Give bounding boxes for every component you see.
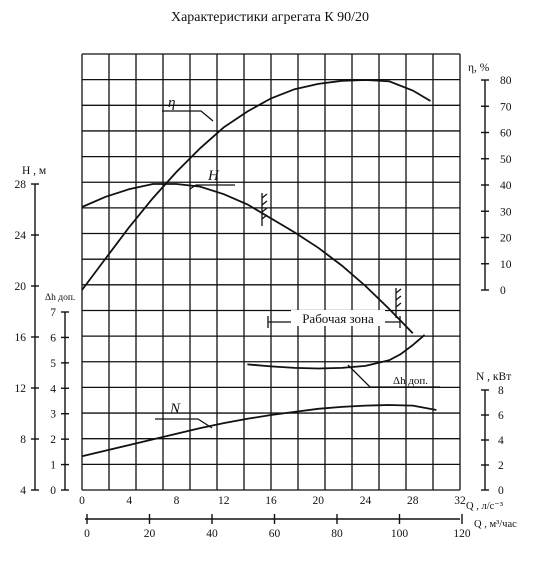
chart-title: Характеристики агрегата К 90/20 [171, 10, 369, 25]
n-axis-label: N , кВт [476, 371, 511, 383]
q-m3h-tick-label: 60 [269, 528, 281, 540]
n-tick-label: 2 [498, 460, 504, 472]
q-m3h-tick-label: 20 [144, 528, 156, 540]
q-m3h-tick-label: 120 [453, 528, 471, 540]
q-ls-tick-label: 32 [454, 495, 466, 507]
working-zone-hatch-right [395, 288, 402, 318]
h-leader-line [189, 184, 235, 190]
q-ls-tick-label: 16 [265, 495, 277, 507]
n-curve [81, 404, 437, 458]
dh-tick-label: 3 [50, 409, 56, 421]
eta-tick-label: 10 [500, 259, 512, 271]
n-curve-label-group: N [155, 401, 213, 429]
q-m3h-tick-label: 0 [84, 528, 90, 540]
dh-tick-label: 0 [50, 485, 56, 497]
h-tick-label: 24 [15, 230, 27, 242]
eta-tick-label: 30 [500, 206, 512, 218]
eta-tick-label: 80 [500, 75, 512, 87]
h-tick-label: 12 [15, 383, 27, 395]
h-axis-label: Н , м [22, 165, 47, 177]
q-m3h-axis-label: Q , м³/час [474, 519, 517, 530]
working-zone-label-bg [291, 310, 385, 326]
q-ls-tick-label: 8 [174, 495, 180, 507]
eta-curve-label-group: η [162, 95, 214, 122]
tick-labels: 0 4 8 12 16 20 24 28 320 20 40 60 80 100 1204812162024… [15, 75, 512, 540]
eta-tick-label: 40 [500, 180, 512, 192]
dh-leader-line [347, 364, 440, 388]
eta-curve [81, 79, 431, 291]
dh-axis-label: Δh доп. [45, 293, 75, 303]
dh-tick-label: 5 [50, 358, 56, 370]
q-ls-tick-label: 0 [79, 495, 85, 507]
dh-curve-label: Δh доп. [393, 375, 428, 387]
dh-tick-label: 4 [50, 383, 56, 395]
q-ls-tick-label: 24 [360, 495, 372, 507]
eta-tick-label: 70 [500, 101, 512, 113]
q-m3h-tick-label: 100 [391, 528, 409, 540]
h-tick-label: 16 [15, 332, 27, 344]
n-tick-label: 8 [498, 385, 504, 397]
q-ls-axis-label: Q , л/с⁻³ [466, 501, 503, 512]
eta-tick-label: 0 [500, 285, 506, 297]
h-tick-label: 28 [15, 179, 27, 191]
dh-tick-label: 2 [50, 434, 56, 446]
dh-tick-label: 1 [50, 460, 56, 472]
plot-grid [81, 53, 461, 491]
eta-tick-label: 60 [500, 128, 512, 140]
n-leader-line [155, 418, 213, 429]
dh-curve [247, 334, 426, 370]
working-zone-hatch-left [261, 193, 268, 226]
axes [34, 80, 486, 520]
q-ls-tick-label: 12 [218, 495, 230, 507]
eta-axis-label: η, % [468, 62, 490, 74]
q-m3h-tick-label: 80 [331, 528, 343, 540]
n-curve-label: N [169, 401, 181, 417]
h-curve [81, 183, 414, 334]
h-curve-label: H [207, 168, 220, 184]
working-zone: Рабочая зона [261, 193, 402, 328]
eta-curve-label: η [168, 95, 175, 111]
q-ls-tick-label: 28 [407, 495, 419, 507]
dh-curve-label-group: Δh доп. [347, 364, 440, 388]
eta-tick-label: 50 [500, 154, 512, 166]
h-tick-label: 8 [20, 434, 26, 446]
h-curve-label-group: H [189, 168, 235, 190]
q-ls-tick-label: 4 [126, 495, 132, 507]
q-ls-tick-label: 20 [313, 495, 325, 507]
working-zone-label: Рабочая зона [302, 311, 374, 326]
q-m3h-tick-label: 40 [206, 528, 218, 540]
n-tick-label: 6 [498, 410, 504, 422]
eta-tick-label: 20 [500, 233, 512, 245]
eta-leader-line [162, 110, 214, 122]
h-tick-label: 20 [15, 281, 27, 293]
h-tick-label: 4 [20, 485, 26, 497]
n-tick-label: 4 [498, 435, 504, 447]
dh-tick-label: 7 [50, 307, 56, 319]
dh-tick-label: 6 [50, 332, 56, 344]
curves [81, 79, 437, 458]
n-tick-label: 0 [498, 485, 504, 497]
